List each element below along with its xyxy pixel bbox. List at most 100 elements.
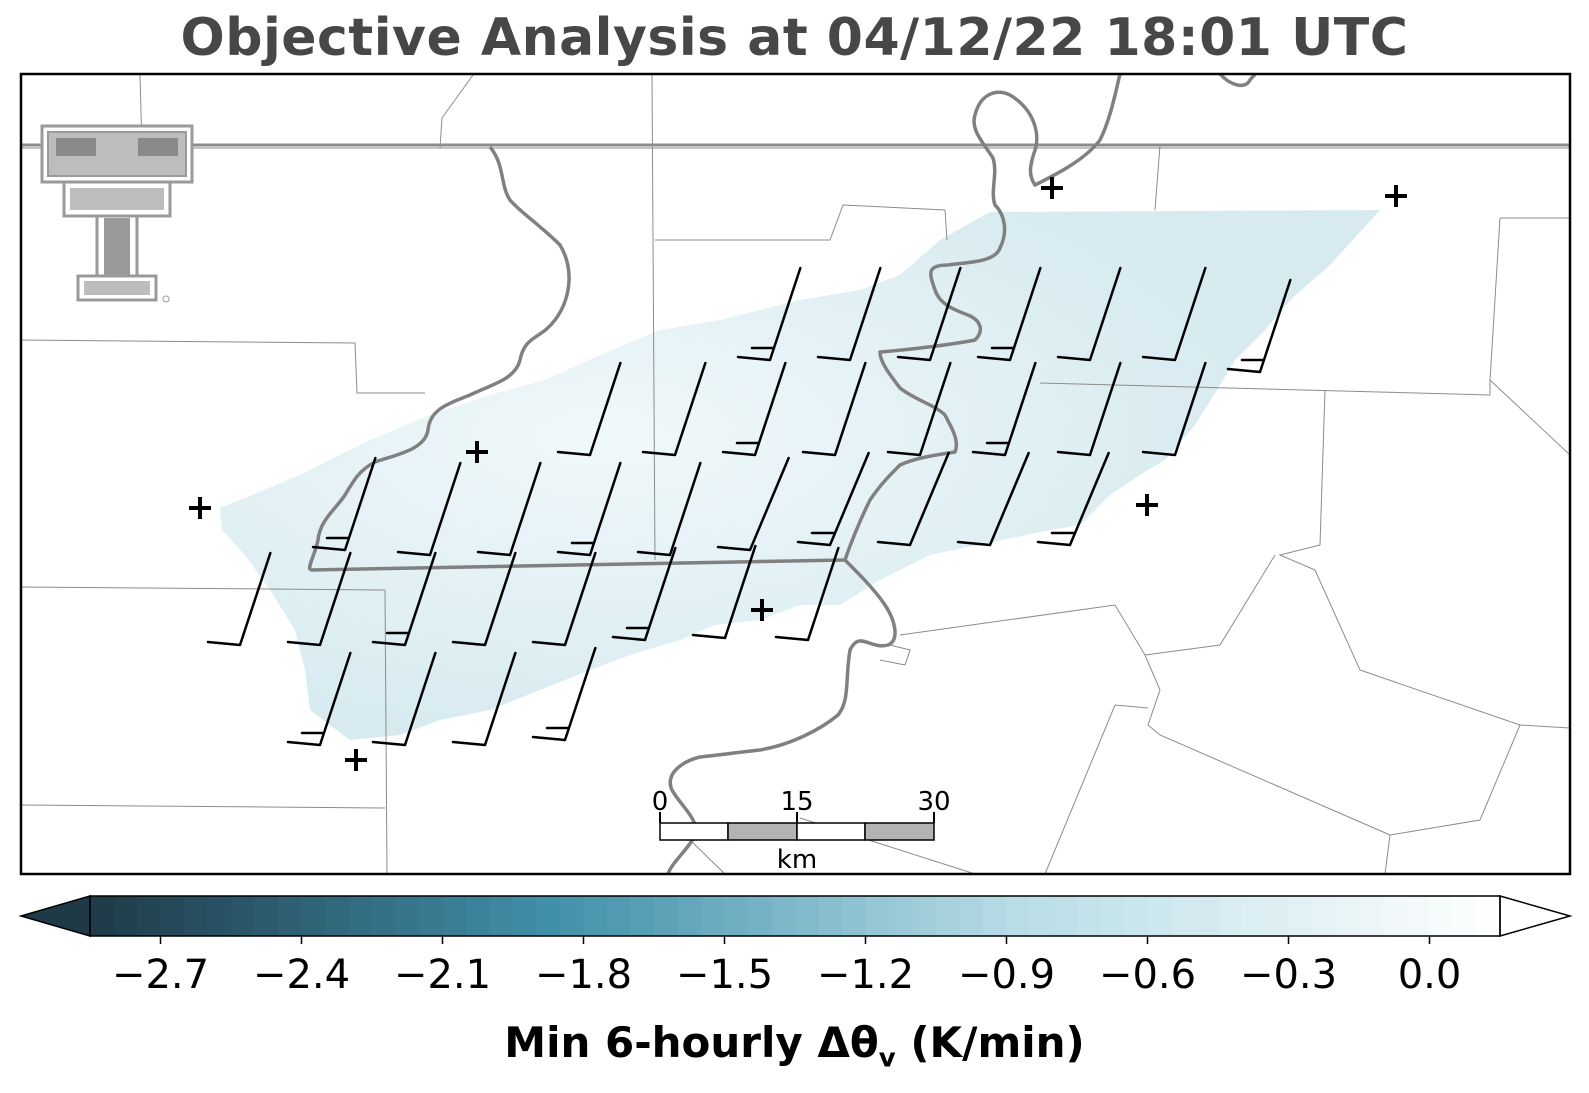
wind-barb	[976, 266, 1042, 362]
wind-barb	[531, 551, 597, 647]
colorbar-segment	[254, 896, 279, 936]
colorbar-segment	[771, 896, 796, 936]
colorbar-label-sub: v	[878, 1043, 896, 1074]
colorbar-segment	[842, 896, 867, 936]
wind-barb	[774, 546, 840, 642]
colorbar-ticks: −2.7 −2.4 −2.1 −1.8 −1.5 −1.2 −0.9 −0.6 −0.3 0.0	[112, 936, 1461, 998]
colorbar-segment	[160, 896, 185, 936]
colorbar-extend-low	[18, 895, 91, 937]
colorbar-extend-high	[1499, 895, 1573, 937]
colorbar-segment	[583, 896, 608, 936]
colorbar-segment	[513, 896, 538, 936]
wind-barb	[371, 651, 437, 747]
colorbar-segment	[1335, 896, 1360, 936]
colorbar-segment	[1476, 896, 1501, 936]
wind-barb	[1056, 361, 1122, 457]
colorbar-segment	[1194, 896, 1219, 936]
wind-barb	[736, 266, 802, 362]
colorbar-segment	[442, 896, 467, 936]
colorbar-segments	[90, 896, 1501, 936]
wind-barb	[611, 546, 677, 642]
wind-barb	[691, 544, 757, 640]
colorbar-segment	[701, 896, 726, 936]
station-marker	[189, 497, 211, 519]
colorbar-segment	[489, 896, 514, 936]
colorbar-segment	[207, 896, 232, 936]
colorbar-segment	[466, 896, 491, 936]
colorbar-tick-label: −0.6	[1099, 952, 1196, 998]
colorbar-segment	[959, 896, 984, 936]
colorbar-segment	[1429, 896, 1454, 936]
wind-barb	[1226, 278, 1292, 374]
wind-barb	[206, 551, 272, 647]
colorbar-segment	[1053, 896, 1078, 936]
wind-barb	[886, 361, 952, 457]
colorbar-segment	[1453, 896, 1478, 936]
wind-barb	[476, 461, 542, 557]
colorbar-segment	[1147, 896, 1172, 936]
colorbar-tick-label: −0.3	[1240, 952, 1337, 998]
scale-tick-30: 30	[917, 787, 950, 817]
colorbar-label-main: Min 6-hourly Δθ	[504, 1018, 879, 1067]
wind-barb	[531, 646, 597, 742]
colorbar-segment	[748, 896, 773, 936]
colorbar-frame	[89, 895, 1501, 937]
colorbar-segment	[654, 896, 679, 936]
wind-barb	[1056, 266, 1122, 362]
colorbar-segment	[372, 896, 397, 936]
wind-barb	[796, 451, 870, 547]
scale-bar: 0 15 30 km	[652, 787, 951, 875]
colorbar-segment	[419, 896, 444, 936]
station-marker	[1041, 177, 1063, 199]
wind-barb	[286, 551, 352, 647]
wind-barb	[286, 651, 352, 747]
station-marker	[751, 599, 773, 621]
colorbar-segment	[1265, 896, 1290, 936]
colorbar-segment	[1218, 896, 1243, 936]
colorbar-segment	[1124, 896, 1149, 936]
rivers	[307, 74, 1257, 874]
wind-barb	[716, 456, 790, 552]
colorbar-segment	[1288, 896, 1313, 936]
map-frame	[19, 72, 1572, 876]
colorbar-segment	[889, 896, 914, 936]
scale-unit: km	[777, 845, 817, 875]
scale-tick-15: 15	[780, 787, 813, 817]
wind-barbs	[206, 266, 1292, 747]
colorbar-segment	[278, 896, 303, 936]
colorbar-label: Min 6-hourly Δθv (K/min)	[0, 1018, 1589, 1073]
wind-barb	[876, 451, 950, 547]
colorbar-segment	[1030, 896, 1055, 936]
wind-barb	[451, 651, 517, 747]
colorbar-segment	[795, 896, 820, 936]
wind-barb	[311, 456, 377, 552]
wind-barb	[396, 461, 462, 557]
colorbar-segment	[912, 896, 937, 936]
colorbar-tick-label: 0.0	[1398, 952, 1462, 998]
colorbar-segment	[1077, 896, 1102, 936]
wind-barb	[451, 551, 517, 647]
colorbar-segment	[325, 896, 350, 936]
colorbar-segment	[1100, 896, 1125, 936]
station-markers	[189, 177, 1407, 771]
colorbar-segment	[818, 896, 843, 936]
wind-barb	[636, 461, 702, 557]
colorbar-segment	[231, 896, 256, 936]
colorbar-segment	[90, 896, 115, 936]
wind-barb	[896, 266, 962, 362]
analysis-field	[220, 210, 1380, 740]
colorbar-segment	[1312, 896, 1337, 936]
colorbar-segment	[395, 896, 420, 936]
colorbar-tick-label: −0.9	[958, 952, 1055, 998]
colorbar-segment	[1006, 896, 1031, 936]
colorbar-segment	[113, 896, 138, 936]
colorbar-segment	[936, 896, 961, 936]
wind-barb	[1036, 451, 1110, 547]
colorbar-segment	[536, 896, 561, 936]
colorbar-segment	[724, 896, 749, 936]
wind-barb	[556, 461, 622, 557]
colorbar-label-units: (K/min)	[895, 1018, 1085, 1067]
wind-barb	[1141, 266, 1207, 362]
